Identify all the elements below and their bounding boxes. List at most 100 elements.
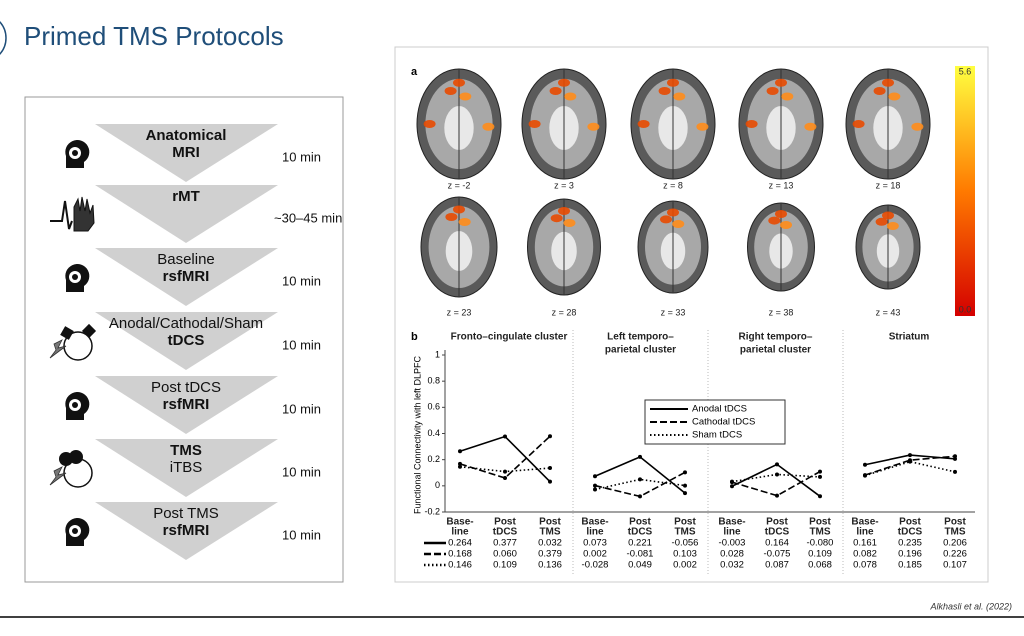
activation-blob <box>458 218 471 226</box>
activation-blob <box>673 92 686 101</box>
colorbar-max: 5.6 <box>959 66 972 76</box>
x-tick-label: Post <box>944 517 966 528</box>
step-label: rMT <box>172 188 200 205</box>
step-label: MRI <box>172 144 200 161</box>
table-value: 0.136 <box>538 560 562 571</box>
x-tick-label: Post <box>766 517 788 528</box>
data-point <box>548 466 552 471</box>
step-triangle <box>95 439 278 497</box>
step-duration: 10 min <box>282 401 321 416</box>
table-value: 0.109 <box>808 549 832 560</box>
data-point <box>458 461 462 466</box>
table-value: 0.226 <box>943 549 967 560</box>
coil <box>69 450 83 464</box>
data-point <box>730 479 734 484</box>
table-value: -0.056 <box>672 538 699 549</box>
data-point <box>775 462 779 467</box>
slice-label: z = 38 <box>769 307 794 317</box>
legend-label: Sham tDCS <box>692 430 742 441</box>
activation-blob <box>444 87 457 95</box>
activation-blob <box>423 120 436 128</box>
table-value: 0.164 <box>765 538 789 549</box>
x-tick-label: Base- <box>446 517 473 528</box>
step-triangle <box>95 376 278 434</box>
y-tick-label: -0.2 <box>424 506 440 516</box>
activation-blob <box>780 221 793 229</box>
legend-box <box>644 399 786 445</box>
series-line <box>864 455 956 476</box>
slice-label: z = 8 <box>663 180 683 190</box>
x-tick-label: tDCS <box>493 527 518 538</box>
head-icon-dot <box>72 402 78 408</box>
activation-blob <box>886 222 899 230</box>
data-point <box>548 479 552 484</box>
table-value: 0.377 <box>493 538 517 549</box>
activation-blob <box>882 211 894 220</box>
activation-blob <box>549 87 562 95</box>
step-triangle <box>95 248 278 306</box>
data-point <box>593 487 597 492</box>
data-point <box>818 474 822 479</box>
x-tick-label: line <box>586 527 604 538</box>
step-label: Anatomical <box>146 127 227 144</box>
x-tick-label: TMS <box>674 527 695 538</box>
activation-blob <box>453 78 465 87</box>
step-label: Post TMS <box>153 505 219 522</box>
panel-title: Left temporo– <box>607 332 674 343</box>
slice-label: z = 43 <box>876 307 901 317</box>
activation-blob <box>660 215 672 224</box>
table-value: 0.196 <box>898 549 922 560</box>
activation-blob <box>875 217 888 226</box>
table-value: 0.087 <box>765 560 789 571</box>
data-point <box>683 491 687 496</box>
y-tick-label: 0.6 <box>427 402 440 412</box>
series-line <box>594 478 686 491</box>
line-chart: b Functional Connectivity with left DLPFC… <box>411 330 975 575</box>
deco-circle <box>0 21 7 55</box>
data-point <box>775 493 779 498</box>
table-value: 0.032 <box>720 560 744 571</box>
step-label: rsfMRI <box>163 522 210 539</box>
activation-blob <box>453 205 465 214</box>
data-point <box>638 494 642 499</box>
activation-blob <box>482 122 495 131</box>
activation-blob <box>587 122 600 131</box>
data-point <box>683 483 687 488</box>
activation-blob <box>768 216 781 225</box>
slice-label: z = -2 <box>448 180 471 190</box>
x-tick-label: Base- <box>718 517 745 528</box>
activation-blob <box>781 92 794 101</box>
data-point <box>458 449 462 454</box>
head-icon-dot <box>72 528 78 534</box>
panel-title: parietal cluster <box>740 345 811 356</box>
table-value: -0.075 <box>764 549 791 560</box>
table-value: 0.082 <box>853 549 877 560</box>
activation-blob <box>775 210 787 218</box>
activation-blob <box>852 120 865 128</box>
panel-title: Right temporo– <box>739 332 813 343</box>
table-value: 0.206 <box>943 538 967 549</box>
emg-icon <box>50 200 73 230</box>
step-triangle <box>95 124 278 182</box>
brain-slices: z = -2 z = 3 z = 8 z = 13 z = 18 z = 23 z = 28… <box>416 68 931 317</box>
data-point <box>953 469 957 474</box>
table-value: 0.264 <box>448 538 472 549</box>
y-tick-label: 0.2 <box>427 454 440 464</box>
data-point <box>503 469 507 474</box>
activation-blob <box>667 78 679 87</box>
data-point <box>730 484 734 489</box>
data-point <box>908 459 912 464</box>
step-triangle <box>95 312 278 370</box>
table-value: 0.028 <box>720 549 744 560</box>
head-icon-dot <box>72 150 78 156</box>
slice-label: z = 28 <box>552 307 577 317</box>
step-label: rsfMRI <box>163 396 210 413</box>
x-tick-label: Post <box>629 517 651 528</box>
table-value: 0.049 <box>628 560 652 571</box>
x-tick-label: tDCS <box>765 527 790 538</box>
activation-blob <box>911 122 924 131</box>
slice-label: z = 18 <box>876 180 901 190</box>
data-point <box>818 469 822 474</box>
slice-label: z = 33 <box>661 307 686 317</box>
